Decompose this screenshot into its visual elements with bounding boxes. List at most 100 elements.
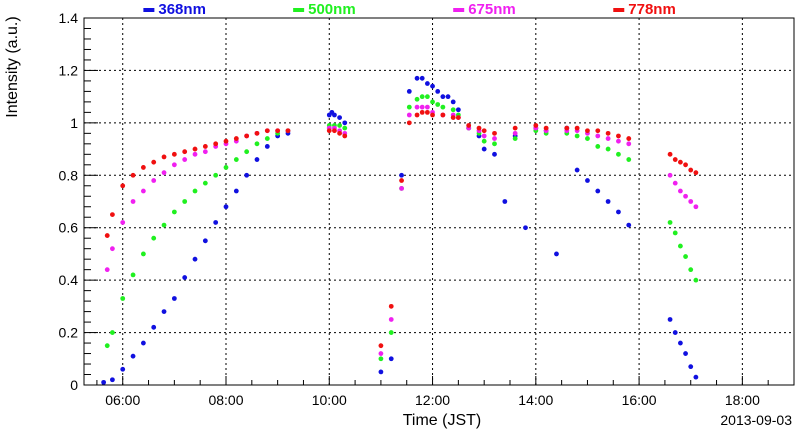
data-point — [476, 125, 482, 131]
data-point — [254, 130, 260, 136]
data-point — [378, 369, 384, 375]
data-point — [672, 230, 678, 236]
data-point — [254, 141, 260, 147]
data-point — [406, 89, 412, 94]
data-point — [616, 209, 621, 215]
data-point — [693, 204, 699, 210]
date-label: 2013-09-03 — [720, 412, 792, 428]
data-point — [171, 209, 177, 215]
data-point — [492, 141, 497, 147]
data-point — [110, 212, 115, 218]
data-point — [120, 296, 126, 301]
y-tick-label: 0.2 — [59, 325, 79, 341]
data-point — [667, 151, 673, 157]
data-point — [605, 199, 611, 204]
data-point — [693, 170, 699, 176]
data-point — [264, 128, 270, 134]
data-point — [254, 157, 260, 162]
legend-label: 675nm — [468, 1, 516, 18]
data-point — [414, 96, 420, 102]
data-point — [101, 379, 107, 385]
data-point — [151, 159, 157, 165]
data-point — [481, 138, 487, 144]
data-point — [244, 172, 250, 178]
data-point — [161, 154, 167, 160]
data-point — [667, 220, 673, 225]
x-axis-label: Time (JST) — [403, 412, 482, 429]
data-point — [424, 94, 430, 100]
data-point — [223, 165, 229, 170]
legend-label: 778nm — [628, 1, 676, 18]
data-point — [564, 125, 570, 131]
data-point — [192, 151, 198, 157]
data-point — [233, 157, 239, 162]
data-point — [440, 104, 446, 110]
data-point — [399, 172, 404, 178]
data-point — [533, 123, 539, 128]
data-point — [399, 185, 404, 191]
data-point — [332, 128, 337, 134]
data-point — [667, 317, 673, 322]
data-point — [388, 303, 394, 309]
data-point — [595, 188, 601, 194]
data-point — [213, 141, 219, 147]
data-point — [450, 99, 456, 105]
data-point — [171, 296, 177, 301]
x-tick-label: 06:00 — [105, 392, 140, 408]
x-tick-label: 14:00 — [518, 392, 553, 408]
data-point — [140, 188, 146, 194]
data-point — [616, 151, 621, 157]
data-point — [523, 225, 528, 231]
data-point — [182, 199, 188, 204]
data-point — [626, 157, 632, 162]
x-tick-label: 08:00 — [208, 392, 243, 408]
data-point — [450, 107, 456, 113]
data-point — [574, 167, 580, 173]
data-point — [605, 136, 611, 141]
data-point — [332, 112, 337, 118]
data-point — [337, 115, 342, 121]
data-point — [182, 275, 188, 280]
series-778nm — [104, 109, 699, 349]
data-point — [683, 351, 688, 356]
data-point — [378, 351, 384, 356]
data-point — [424, 104, 430, 110]
data-point — [171, 151, 177, 157]
data-point — [223, 204, 229, 210]
data-point — [326, 128, 332, 134]
data-point — [481, 128, 487, 134]
data-point — [161, 222, 167, 228]
data-points — [101, 75, 699, 385]
data-point — [104, 343, 110, 349]
data-point — [693, 277, 699, 283]
data-point — [140, 340, 146, 346]
data-point — [388, 356, 394, 362]
data-point — [171, 162, 177, 168]
data-point — [202, 180, 208, 186]
data-point — [595, 128, 601, 134]
data-point — [130, 199, 136, 204]
data-point — [672, 330, 678, 335]
data-point — [130, 353, 136, 359]
data-point — [430, 83, 435, 89]
data-point — [151, 178, 157, 183]
data-point — [678, 243, 683, 249]
y-tick-label: 0.4 — [59, 272, 79, 288]
data-point — [406, 112, 412, 118]
data-point — [605, 130, 611, 136]
data-point — [337, 130, 342, 136]
data-point — [440, 112, 446, 118]
x-tick-label: 10:00 — [312, 392, 347, 408]
data-point — [213, 172, 219, 178]
legend-label: 500nm — [308, 1, 356, 18]
data-point — [683, 254, 688, 259]
data-point — [414, 75, 420, 81]
data-point — [626, 222, 632, 228]
data-point — [110, 377, 115, 383]
data-point — [192, 146, 198, 152]
y-axis-label: Intensity (a.u.) — [4, 16, 21, 117]
data-point — [683, 193, 688, 199]
data-point — [202, 149, 208, 155]
data-point — [481, 133, 487, 139]
data-point — [120, 220, 126, 225]
